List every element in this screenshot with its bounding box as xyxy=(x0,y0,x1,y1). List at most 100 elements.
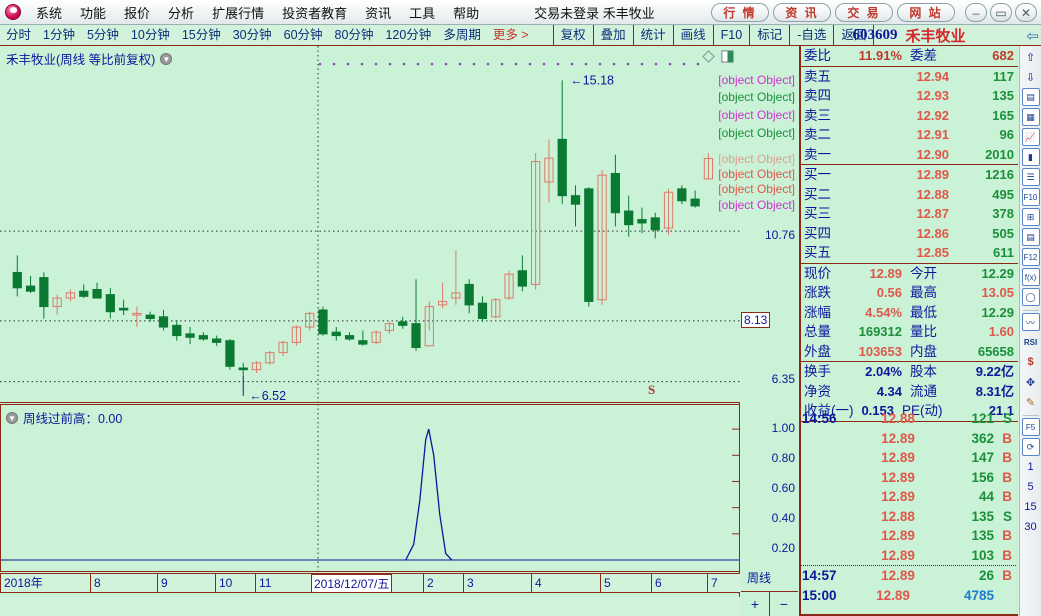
bid-row-4[interactable]: 买四 12.86 505 xyxy=(801,224,1018,244)
ratio-diff-label: 委差 xyxy=(910,48,937,64)
period-tab-5m[interactable]: 5分钟 xyxy=(86,28,119,42)
back-arrow-icon[interactable]: ⇦ xyxy=(1026,28,1039,45)
button-mark[interactable]: 标记 xyxy=(749,25,789,45)
ask-row-3[interactable]: 卖三 12.92 165 xyxy=(801,106,1018,126)
pane-tool-icons xyxy=(702,50,734,63)
bid-label-3: 买三 xyxy=(804,206,831,222)
close-icon[interactable]: ✕ xyxy=(1015,3,1037,22)
formula-icon[interactable]: f(x) xyxy=(1021,268,1040,286)
button-drawline[interactable]: 画线 xyxy=(672,25,713,45)
f12-icon[interactable]: F12 xyxy=(1021,248,1040,266)
menu-item-system[interactable]: 系统 xyxy=(36,5,63,21)
button-adjust[interactable]: 复权 xyxy=(552,25,593,45)
maximize-icon[interactable]: ▭ xyxy=(990,3,1012,22)
button-watchlist[interactable]: -自选 xyxy=(789,25,833,45)
move-icon[interactable]: ✥ xyxy=(1025,376,1036,389)
minute-1-button[interactable]: 1 xyxy=(1027,461,1034,473)
line-chart-icon[interactable]: 📈 xyxy=(1021,128,1040,146)
svg-text:←15.18: ←15.18 xyxy=(570,73,614,87)
list-icon[interactable]: ☰ xyxy=(1021,168,1040,186)
menu-item-help[interactable]: 帮助 xyxy=(453,5,480,21)
down-arrow-icon[interactable]: ⇩ xyxy=(1025,71,1036,84)
stat-label-volume: 总量 xyxy=(804,324,831,340)
stat-row-change: 涨跌 0.56 最高 13.05 xyxy=(801,283,1018,303)
button-return[interactable]: 返回 xyxy=(833,25,875,45)
stat-value-volratio: 1.60 xyxy=(988,324,1014,340)
chevron-down-icon[interactable]: ▼ xyxy=(6,411,18,424)
button-f10[interactable]: F10 xyxy=(712,25,750,45)
module-button-website[interactable]: 网 站 xyxy=(897,3,955,22)
period-tab-multi[interactable]: 多周期 xyxy=(443,28,481,42)
period-toolbar: 分时 1分钟 5分钟 10分钟 15分钟 30分钟 60分钟 80分钟 120分… xyxy=(0,25,1041,46)
ask-row-2[interactable]: 卖二 12.91 96 xyxy=(801,125,1018,145)
period-tab-10m[interactable]: 10分钟 xyxy=(130,28,170,42)
minute-5-button[interactable]: 5 xyxy=(1027,481,1034,493)
tree-icon[interactable]: ⊞ xyxy=(1021,208,1040,226)
menu-item-analysis[interactable]: 分析 xyxy=(168,5,195,21)
period-tab-60m[interactable]: 60分钟 xyxy=(283,28,323,42)
module-button-trade[interactable]: 交 易 xyxy=(835,3,893,22)
minute-30-button[interactable]: 30 xyxy=(1024,521,1037,533)
bid-row-2[interactable]: 买二 12.88 495 xyxy=(801,185,1018,205)
ask-row-4[interactable]: 卖四 12.93 135 xyxy=(801,86,1018,106)
module-button-news[interactable]: 资 讯 xyxy=(773,3,831,22)
menu-item-extended[interactable]: 扩展行情 xyxy=(212,5,265,21)
wave-icon[interactable]: 〰 xyxy=(1021,313,1040,331)
x-tick-8: 5 xyxy=(600,574,648,593)
period-more-button[interactable]: 更多 > xyxy=(492,28,529,42)
bid-row-1[interactable]: 买一 12.89 1216 xyxy=(801,165,1018,185)
clipboard-icon[interactable]: ▤ xyxy=(1021,228,1040,246)
zoom-in-button[interactable]: + xyxy=(741,592,770,616)
menu-item-news[interactable]: 资讯 xyxy=(365,5,392,21)
tick-side: S xyxy=(1002,411,1012,427)
ind-axis-1: 0.80 xyxy=(771,451,795,465)
button-overlay[interactable]: 叠加 xyxy=(592,25,633,45)
up-arrow-icon[interactable]: ⇧ xyxy=(1025,51,1036,64)
x-tick-0: 2018年 xyxy=(0,574,180,593)
table-icon[interactable]: ▦ xyxy=(1021,108,1040,126)
tick-side: B xyxy=(1002,528,1012,544)
indicator-pane[interactable]: ▼ 周线过前高：0.00 xyxy=(0,404,740,572)
period-tab-30m[interactable]: 30分钟 xyxy=(232,28,272,42)
period-tab-1m[interactable]: 1分钟 xyxy=(43,28,75,42)
axis-volume: [object Object] xyxy=(718,198,795,212)
tick-list[interactable]: 14:56 12.88 121 S 12.89 362 B 12.89 147 … xyxy=(799,409,1018,616)
bid-label-1: 买一 xyxy=(804,167,831,183)
tick-side: B xyxy=(1002,469,1012,485)
pencil-icon[interactable]: ✎ xyxy=(1025,396,1036,409)
minimize-icon[interactable]: – xyxy=(965,3,987,22)
chevron-down-icon[interactable]: ▼ xyxy=(160,52,173,65)
dollar-icon[interactable]: $ xyxy=(1027,356,1034,368)
period-tab-80m[interactable]: 80分钟 xyxy=(334,28,374,42)
bid-price-4: 12.86 xyxy=(916,225,949,241)
candlestick-icon[interactable]: ▮ xyxy=(1021,148,1040,166)
module-button-quotes[interactable]: 行 情 xyxy=(711,3,769,22)
price-chart-pane[interactable]: 禾丰牧业(周线 等比前复权) ▼ ←15.18 ←6.52 S xyxy=(0,46,740,403)
menu-item-education[interactable]: 投资者教育 xyxy=(282,5,348,21)
zoom-out-button[interactable]: − xyxy=(779,596,789,612)
rail-divider xyxy=(1022,415,1039,416)
menu-item-function[interactable]: 功能 xyxy=(80,5,107,21)
x-tick-9: 6 xyxy=(651,574,699,593)
menu-item-tools[interactable]: 工具 xyxy=(409,5,436,21)
bid-row-3[interactable]: 买三 12.87 378 xyxy=(801,204,1018,224)
rsi-icon[interactable]: RSI xyxy=(1023,337,1038,347)
tick-row-0: 14:56 12.88 121 S xyxy=(799,409,1018,429)
bid-row-5[interactable]: 买五 12.85 611 xyxy=(801,243,1018,263)
period-tab-15m[interactable]: 15分钟 xyxy=(181,28,221,42)
period-tab-intraday[interactable]: 分时 xyxy=(6,28,32,42)
f5-icon[interactable]: F5 xyxy=(1021,418,1040,436)
refresh-icon[interactable]: ⟳ xyxy=(1021,438,1040,456)
report-icon[interactable]: ▤ xyxy=(1021,88,1040,106)
split-view-icon[interactable] xyxy=(721,50,734,63)
ask-row-5[interactable]: 卖五 12.94 117 xyxy=(801,67,1018,87)
tick-row-5: 12.88 135 S xyxy=(799,507,1018,527)
f10-icon[interactable]: F10 xyxy=(1021,188,1040,206)
button-stats[interactable]: 统计 xyxy=(632,25,673,45)
circle-icon[interactable]: ◯ xyxy=(1021,288,1040,306)
ask-row-1[interactable]: 卖一 12.90 2010 xyxy=(801,145,1018,165)
menu-item-quotes[interactable]: 报价 xyxy=(124,5,151,21)
diamond-icon[interactable] xyxy=(702,50,715,63)
period-tab-120m[interactable]: 120分钟 xyxy=(385,28,432,42)
minute-15-button[interactable]: 15 xyxy=(1024,501,1037,513)
